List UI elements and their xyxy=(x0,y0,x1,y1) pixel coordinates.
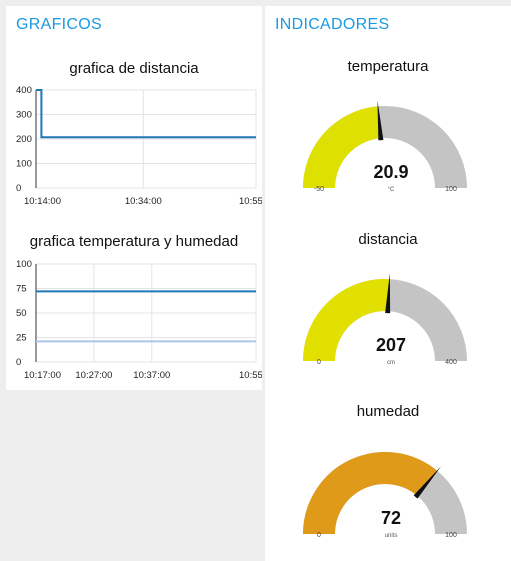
gauge-min: -50 xyxy=(314,186,324,193)
gauge-unit: °C xyxy=(388,187,395,193)
chart-temperatura-humedad: 0 25 50 75 100 10:17:00 10:27:00 10:37:00 10:55:… xyxy=(16,259,262,381)
y-tick-label: 100 xyxy=(16,159,32,170)
y-tick-label: 0 xyxy=(16,357,21,368)
gauge-needle xyxy=(413,466,442,499)
y-tick-label: 25 xyxy=(16,333,27,344)
y-tick-label: 400 xyxy=(16,85,32,96)
gauge-value: 20.9 xyxy=(373,162,408,182)
y-tick-label: 50 xyxy=(16,308,27,319)
indicadores-title: INDICADORES xyxy=(275,16,390,33)
x-tick-label: 10:55:00 xyxy=(239,196,262,207)
series-line xyxy=(36,89,256,139)
chart-distancia-title: grafica de distancia xyxy=(69,60,199,77)
gauge-unit: cm xyxy=(387,360,395,366)
y-tick-label: 300 xyxy=(16,110,32,121)
gauge-temperatura: 20.9 °C -50 100 xyxy=(303,100,467,193)
y-tick-label: 100 xyxy=(16,259,32,270)
gauge-max: 400 xyxy=(445,359,457,366)
gauge-max: 100 xyxy=(445,532,457,539)
x-tick-label: 10:27:00 xyxy=(75,370,112,381)
gauge-max: 100 xyxy=(445,186,457,193)
gauge-min: 0 xyxy=(317,532,321,539)
gauge-unit: units xyxy=(385,533,398,539)
gauge-value: 207 xyxy=(376,335,406,355)
x-tick-label: 10:17:00 xyxy=(24,370,61,381)
gauge-min: 0 xyxy=(317,359,321,366)
x-tick-label: 10:34:00 xyxy=(125,196,162,207)
x-tick-label: 10:14:00 xyxy=(24,196,61,207)
indicadores-panel: INDICADORES temperatura 20.9 °C -50 100 dis… xyxy=(265,6,511,561)
gauge-temperatura-title: temperatura xyxy=(347,58,429,75)
y-tick-label: 75 xyxy=(16,284,27,295)
graficos-title: GRAFICOS xyxy=(16,16,102,33)
x-tick-label: 10:55:00 xyxy=(239,370,262,381)
chart-temp-hum-title: grafica temperatura y humedad xyxy=(29,233,239,250)
graficos-panel: GRAFICOS grafica de distancia 0 100 200 300… xyxy=(6,6,262,390)
chart-distancia: 0 100 200 300 400 10:14:00 10:34:00 10:55:00 xyxy=(16,85,262,207)
gauge-distancia: 207 cm 0 400 xyxy=(303,273,467,366)
gauge-distancia-title: distancia xyxy=(358,231,418,248)
gauge-fill xyxy=(303,106,382,189)
gauge-humedad-title: humedad xyxy=(356,403,420,420)
gauge-needle xyxy=(385,273,391,314)
gauge-fill xyxy=(303,279,390,362)
y-tick-label: 200 xyxy=(16,134,32,145)
gauge-fill xyxy=(303,452,438,535)
gauge-needle xyxy=(377,100,384,141)
y-tick-label: 0 xyxy=(16,183,21,194)
gauge-value: 72 xyxy=(381,508,401,528)
x-tick-label: 10:37:00 xyxy=(133,370,170,381)
gauge-humedad: 72 units 0 100 xyxy=(303,452,467,539)
